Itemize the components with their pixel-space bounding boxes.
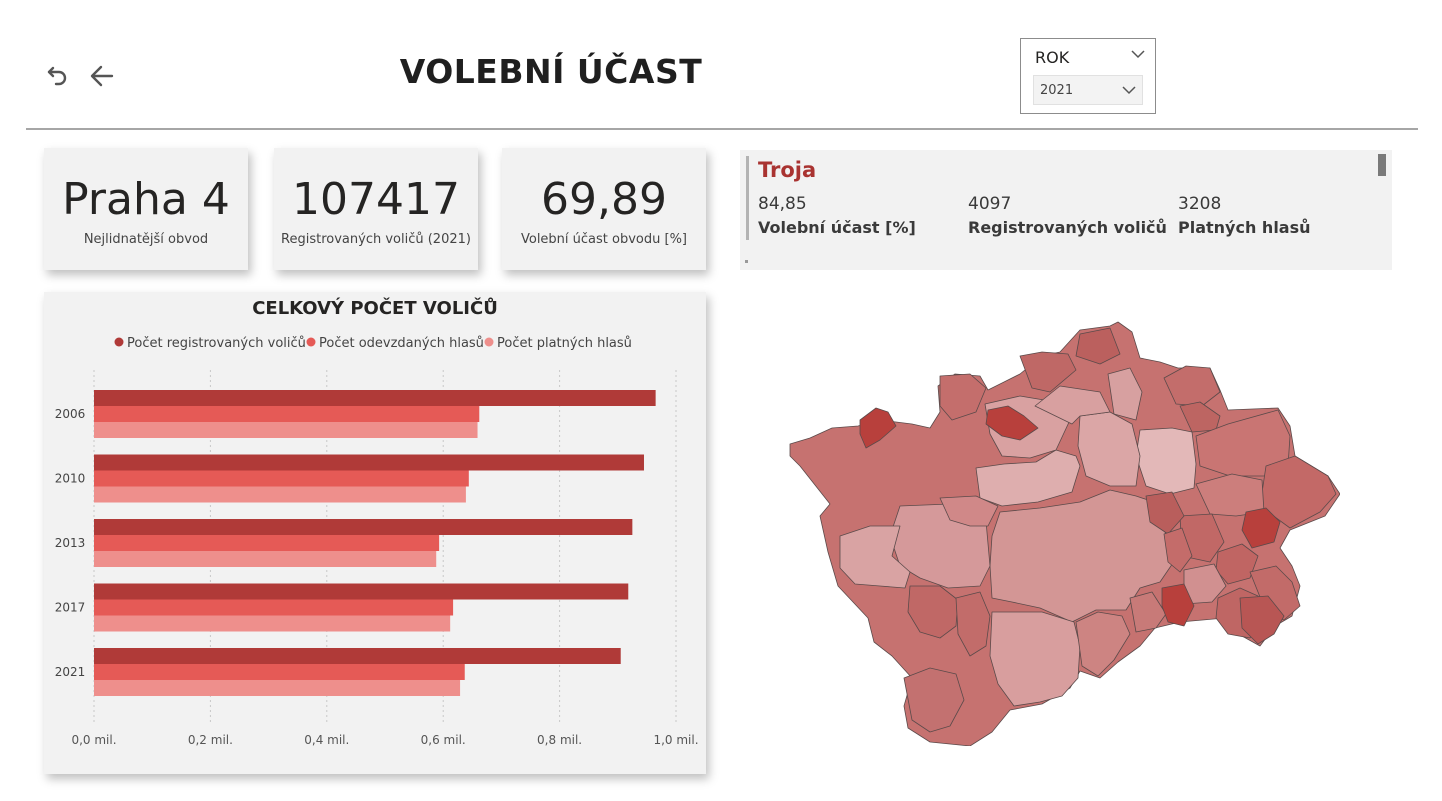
map-district[interactable] <box>989 489 1176 623</box>
kpi-label: Registrovaných voličů (2021) <box>281 232 471 247</box>
header-divider <box>26 128 1418 130</box>
back-arrow-icon[interactable] <box>88 62 116 90</box>
bar <box>94 422 478 438</box>
bar <box>94 664 465 680</box>
kpi-card-turnout: 69,89 Volební účast obvodu [%] <box>502 148 706 270</box>
chevron-down-icon[interactable] <box>1131 49 1145 59</box>
scrollbar[interactable] <box>1378 154 1386 176</box>
x-tick-label: 0,4 mil. <box>304 733 349 747</box>
y-category-label: 2006 <box>55 407 86 421</box>
year-dropdown[interactable]: 2021 <box>1033 75 1143 105</box>
registered-value: 4097 <box>968 194 1012 214</box>
chart-title: CELKOVÝ POČET VOLIČŮ <box>252 296 498 319</box>
chevron-down-icon <box>1122 86 1136 95</box>
accent-bar <box>746 156 749 240</box>
legend-marker <box>114 337 124 347</box>
map-district[interactable] <box>1249 565 1301 621</box>
slicer-title: ROK <box>1035 48 1070 67</box>
x-tick-label: 0,8 mil. <box>537 733 582 747</box>
map-district[interactable] <box>1019 351 1077 393</box>
bar-chart-svg: CELKOVÝ POČET VOLIČŮ Počet registrovaných… <box>55 296 699 747</box>
map-district[interactable] <box>939 373 987 421</box>
map-district[interactable] <box>1135 427 1197 495</box>
bar <box>94 551 437 567</box>
map-district[interactable] <box>903 667 965 733</box>
y-category-label: 2010 <box>55 472 86 486</box>
map-district[interactable] <box>907 585 959 639</box>
bar <box>94 486 466 503</box>
legend-label: Počet platných hlasů <box>497 336 632 351</box>
map-district[interactable] <box>1163 365 1221 407</box>
kpi-label: Nejlidnatější obvod <box>83 232 209 247</box>
district-detail-card: Troja 84,85 Volební účast [%] 4097 Regis… <box>740 150 1392 270</box>
bar <box>94 454 644 471</box>
kpi-value: Praha 4 <box>62 174 230 225</box>
map-district[interactable] <box>989 611 1081 707</box>
valid-votes-value: 3208 <box>1178 194 1222 214</box>
x-tick-label: 0,2 mil. <box>188 733 233 747</box>
map-district-highlight[interactable] <box>1161 583 1195 627</box>
prague-district-map[interactable] <box>780 316 1340 746</box>
map-district-highlight[interactable] <box>859 407 897 449</box>
year-slicer[interactable]: ROK 2021 <box>1020 38 1156 114</box>
map-district[interactable] <box>839 525 911 589</box>
bar <box>94 535 440 551</box>
map-district[interactable] <box>1075 327 1121 365</box>
x-tick-label: 0,0 mil. <box>71 733 116 747</box>
x-tick-label: 1,0 mil. <box>653 733 698 747</box>
bar <box>94 390 656 406</box>
map-district[interactable] <box>1107 367 1143 421</box>
bar <box>94 406 480 422</box>
kpi-value: 107417 <box>292 174 460 225</box>
kpi-card-most-populous: Praha 4 Nejlidnatější obvod <box>44 148 248 270</box>
year-dropdown-value: 2021 <box>1040 83 1074 98</box>
map-district[interactable] <box>955 591 991 657</box>
map-district[interactable] <box>1077 411 1141 487</box>
x-tick-label: 0,6 mil. <box>421 733 466 747</box>
bar <box>94 583 629 600</box>
map-district[interactable] <box>1145 491 1185 535</box>
valid-votes-label: Platných hlasů <box>1178 218 1311 237</box>
bar <box>94 648 621 664</box>
page-title: VOLEBNÍ ÚČAST <box>399 52 703 91</box>
y-category-label: 2013 <box>55 536 86 550</box>
bar <box>94 615 451 632</box>
map-district[interactable] <box>1034 385 1111 425</box>
y-category-label: 2021 <box>55 665 86 679</box>
y-category-label: 2017 <box>55 601 86 615</box>
bar <box>94 519 633 535</box>
bar <box>94 470 469 487</box>
map-district[interactable] <box>1163 527 1193 573</box>
map-district-highlight[interactable] <box>985 405 1039 441</box>
kpi-label: Volební účast obvodu [%] <box>520 232 687 247</box>
map-district[interactable] <box>1075 611 1131 677</box>
legend-marker <box>484 337 494 347</box>
kpi-value: 69,89 <box>541 174 667 225</box>
kpi-card-registered-voters: 107417 Registrovaných voličů (2021) <box>274 148 478 270</box>
turnout-value: 84,85 <box>758 194 807 214</box>
legend-label: Počet registrovaných voličů <box>127 336 306 351</box>
bar <box>94 680 461 696</box>
card-indicator <box>745 260 748 263</box>
map-district[interactable] <box>1239 595 1285 645</box>
bar <box>94 599 454 616</box>
voters-bar-chart: CELKOVÝ POČET VOLIČŮ Počet registrovaných… <box>44 292 706 774</box>
reset-icon[interactable] <box>44 62 72 90</box>
map-district[interactable] <box>1179 401 1221 433</box>
map-district[interactable] <box>975 449 1081 507</box>
registered-label: Registrovaných voličů <box>968 218 1167 237</box>
map-district[interactable] <box>939 495 999 527</box>
legend-marker <box>306 337 316 347</box>
legend-label: Počet odevzdaných hlasů <box>319 336 484 351</box>
map-district-highlight[interactable] <box>1241 507 1281 549</box>
district-name: Troja <box>758 158 817 182</box>
map-district[interactable] <box>1129 591 1167 633</box>
turnout-label: Volební účast [%] <box>758 218 916 237</box>
